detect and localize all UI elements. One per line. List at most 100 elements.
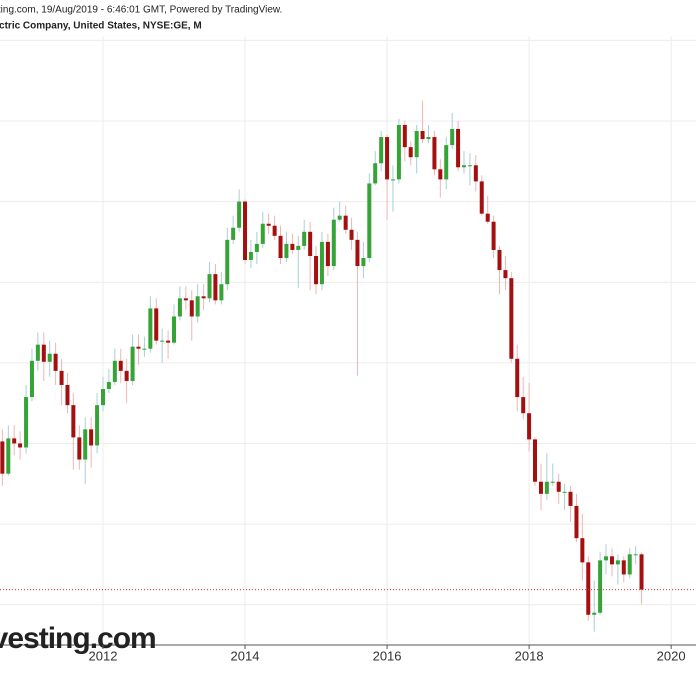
candle-body: [278, 235, 283, 258]
watermark: Investing.com: [0, 622, 156, 655]
candle-body: [189, 300, 194, 317]
candle-body: [473, 165, 478, 182]
candle-body: [615, 560, 620, 565]
candle-body: [550, 481, 555, 483]
candle-body: [586, 562, 591, 615]
candle-body: [331, 219, 336, 267]
candle-body: [503, 270, 508, 279]
x-tick-label: 2018: [515, 648, 544, 663]
candle-body: [213, 274, 218, 301]
candle-body: [29, 360, 34, 398]
candle-body: [35, 344, 40, 361]
candle-body: [527, 413, 532, 440]
candle-body: [574, 505, 579, 539]
candle-body: [225, 239, 230, 285]
candle-body: [426, 137, 431, 140]
candle-body: [385, 137, 390, 180]
x-tick-label: 2012: [89, 648, 118, 663]
candle-body: [367, 183, 372, 258]
candle-body: [65, 384, 70, 406]
candle-body: [479, 181, 484, 214]
candle-body: [509, 278, 514, 359]
candle-body: [556, 481, 561, 492]
x-tick-label: 2016: [373, 648, 402, 663]
x-tick-label: 2020: [657, 648, 686, 663]
candle-body: [136, 346, 141, 349]
candle-body: [621, 560, 626, 575]
candle-body: [207, 274, 212, 299]
candle-body: [438, 169, 443, 180]
candle-body: [18, 443, 23, 448]
candle-body: [396, 124, 401, 180]
candle-body: [521, 397, 526, 414]
candle-body: [390, 179, 395, 181]
candle-body: [349, 229, 354, 240]
candle-body: [77, 437, 82, 460]
candle-body: [432, 137, 437, 170]
candle-body: [166, 340, 171, 343]
candle-body: [12, 438, 17, 444]
x-tick-label: 2014: [231, 648, 260, 663]
candle-body: [598, 560, 603, 613]
candle-body: [290, 243, 295, 250]
candle-body: [254, 243, 259, 252]
candle-body: [373, 163, 378, 184]
candles: [0, 100, 696, 632]
candle-body: [355, 239, 360, 267]
candle-body: [160, 340, 165, 342]
candle-body: [195, 296, 200, 317]
candle-body: [118, 360, 123, 371]
candle-body: [414, 131, 419, 158]
candle-body: [314, 255, 319, 285]
candle-body: [461, 165, 466, 168]
candle-body: [71, 405, 76, 438]
candle-body: [95, 405, 100, 446]
candle-body: [408, 147, 413, 158]
candle-body: [260, 223, 265, 244]
candle-body: [491, 221, 496, 250]
candle-body: [89, 429, 94, 446]
candle-body: [302, 231, 307, 246]
candle-body: [172, 316, 176, 343]
candle-body: [243, 201, 248, 261]
candle-body: [627, 554, 632, 575]
candle-body: [219, 284, 224, 301]
candle-body: [284, 243, 289, 258]
candle-body: [444, 145, 449, 180]
candle-body: [450, 129, 455, 146]
candle-body: [639, 554, 644, 590]
chart-title: General Electric Company, United States,…: [0, 21, 202, 32]
candle-body: [41, 344, 46, 362]
candle-body: [532, 439, 537, 482]
candle-body: [296, 245, 301, 250]
candle-body: [361, 258, 366, 267]
candle-body: [343, 215, 348, 230]
candle-body: [420, 131, 425, 140]
candle-body: [485, 213, 490, 222]
candle-body: [142, 348, 147, 350]
candle-body: [580, 538, 585, 563]
candle-body: [130, 346, 135, 381]
candle-body: [337, 215, 342, 220]
candle-body: [24, 397, 29, 448]
candle-body: [148, 308, 153, 349]
candle-body: [319, 241, 324, 285]
candle-body: [83, 429, 88, 460]
candle-body: [266, 223, 271, 226]
candle-body: [456, 129, 461, 168]
candle-body: [59, 370, 64, 385]
candle-body: [325, 241, 330, 267]
candle-body: [544, 481, 549, 494]
candle-body: [402, 124, 407, 148]
candle-body: [53, 353, 58, 371]
candle-body: [201, 296, 206, 299]
candle-body: [237, 201, 242, 228]
candle-body: [6, 438, 11, 474]
candle-body: [106, 381, 111, 390]
candle-body: [604, 556, 609, 561]
candle-body: [231, 227, 236, 240]
candle-body: [47, 353, 52, 362]
